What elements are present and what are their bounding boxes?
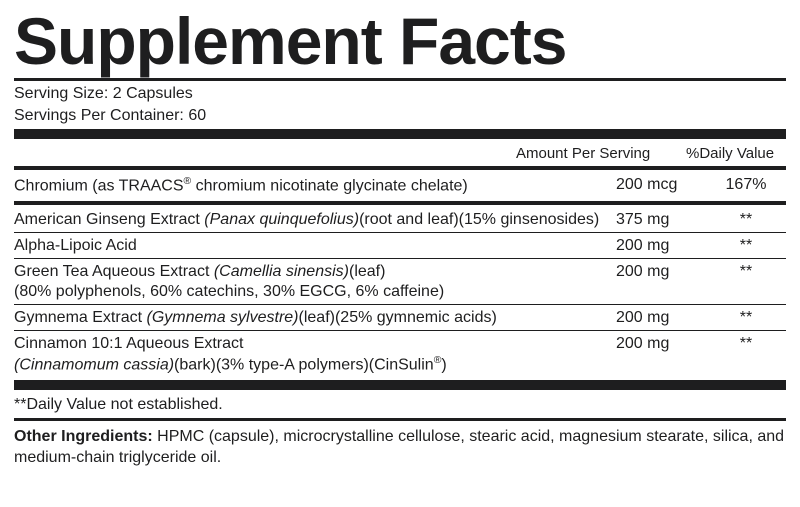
- ingredient-dv: **: [706, 210, 786, 230]
- ingredient-row: Gymnema Extract (Gymnema sylvestre)(leaf…: [14, 305, 786, 330]
- ingredient-dv: 167%: [706, 175, 786, 195]
- ingredient-amount: 375 mg: [616, 210, 706, 230]
- ingredient-dv: **: [706, 308, 786, 328]
- servings-per-container: Servings Per Container: 60: [14, 105, 786, 127]
- ingredient-amount: 200 mcg: [616, 175, 706, 195]
- ingredient-row: Green Tea Aqueous Extract (Camellia sine…: [14, 259, 786, 304]
- rule-bottom: [14, 418, 786, 421]
- rule-mid-1: [14, 166, 786, 170]
- ingredient-name: American Ginseng Extract (Panax quinquef…: [14, 210, 616, 230]
- rule-top: [14, 78, 786, 81]
- servings-per-container-value: 60: [188, 107, 206, 124]
- ingredient-dv: **: [706, 236, 786, 256]
- amount-header: Amount Per Serving: [516, 145, 686, 162]
- ingredient-row: Chromium (as TRAACS® chromium nicotinate…: [14, 172, 786, 198]
- ingredient-amount: 200 mg: [616, 236, 706, 256]
- serving-size-value: 2 Capsules: [113, 85, 193, 102]
- ingredient-row: Cinnamon 10:1 Aqueous Extract(Cinnamomum…: [14, 331, 786, 377]
- ingredient-amount: 200 mg: [616, 262, 706, 282]
- ingredient-name: Chromium (as TRAACS® chromium nicotinate…: [14, 175, 616, 196]
- panel-title: Supplement Facts: [14, 8, 786, 74]
- ingredient-dv: **: [706, 334, 786, 354]
- ingredient-name: Alpha-Lipoic Acid: [14, 236, 616, 256]
- column-headers: Amount Per Serving %Daily Value: [14, 142, 786, 164]
- ingredient-name: Gymnema Extract (Gymnema sylvestre)(leaf…: [14, 308, 616, 328]
- other-ingredients: Other Ingredients: HPMC (capsule), micro…: [14, 423, 786, 469]
- dv-footnote: **Daily Value not established.: [14, 393, 786, 416]
- rule-mid-after-chromium: [14, 201, 786, 205]
- servings-per-container-label: Servings Per Container:: [14, 107, 184, 124]
- ingredient-amount: 200 mg: [616, 334, 706, 354]
- rule-heavy-1: [14, 129, 786, 139]
- rule-heavy-2: [14, 380, 786, 390]
- ingredient-name: Cinnamon 10:1 Aqueous Extract(Cinnamomum…: [14, 334, 616, 375]
- ingredient-amount: 200 mg: [616, 308, 706, 328]
- other-ingredients-label: Other Ingredients:: [14, 428, 153, 445]
- serving-size: Serving Size: 2 Capsules: [14, 83, 786, 105]
- ingredient-row: Alpha-Lipoic Acid200 mg**: [14, 233, 786, 258]
- ingredient-dv: **: [706, 262, 786, 282]
- ingredient-row: American Ginseng Extract (Panax quinquef…: [14, 207, 786, 232]
- dv-header: %Daily Value: [686, 145, 786, 162]
- ingredient-name: Green Tea Aqueous Extract (Camellia sine…: [14, 262, 616, 302]
- serving-size-label: Serving Size:: [14, 85, 108, 102]
